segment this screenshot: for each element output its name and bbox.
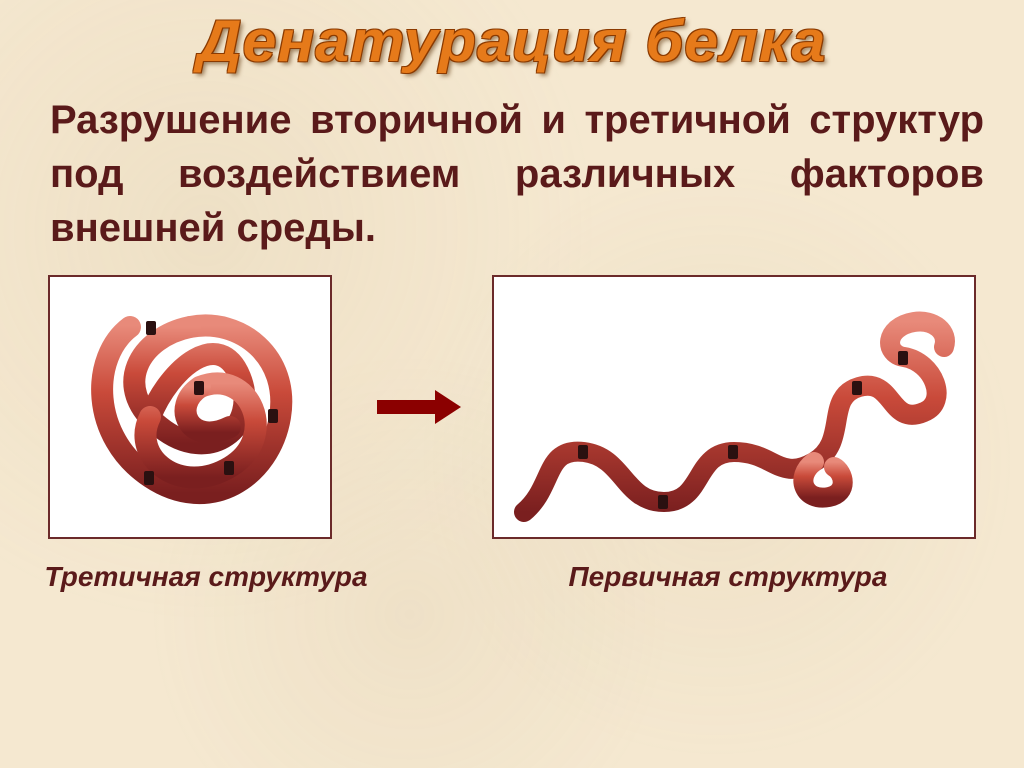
arrow-icon: [377, 392, 467, 422]
primary-structure-icon: [494, 277, 974, 537]
figures-row: [0, 265, 1024, 539]
right-caption: Первичная структура: [468, 561, 988, 593]
tertiary-structure-figure: [48, 275, 332, 539]
captions-row: Третичная структура Первичная структура: [0, 539, 1024, 593]
primary-structure-figure: [492, 275, 976, 539]
slide-title: Денатурация белка: [0, 0, 1024, 75]
tertiary-structure-icon: [50, 277, 330, 537]
definition-text: Разрушение вторичной и третичной структу…: [0, 75, 1024, 265]
left-caption: Третичная структура: [36, 561, 376, 593]
